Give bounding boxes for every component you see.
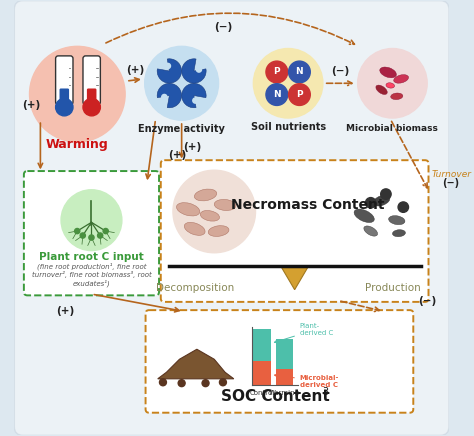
FancyBboxPatch shape (146, 310, 413, 413)
Text: SOC Content: SOC Content (221, 388, 329, 404)
Text: Microbial biomass: Microbial biomass (346, 124, 438, 133)
Text: Production: Production (365, 283, 420, 293)
Circle shape (253, 48, 323, 118)
Ellipse shape (194, 189, 217, 201)
Polygon shape (282, 268, 308, 290)
Text: (fine root production¹, fine root
turnover², fine root biomass³, root
exudates¹): (fine root production¹, fine root turnov… (32, 262, 151, 287)
Wedge shape (157, 83, 182, 108)
Circle shape (219, 379, 227, 386)
Text: (+): (+) (126, 65, 144, 75)
Circle shape (61, 190, 122, 251)
Bar (276, 339, 293, 369)
Bar (253, 329, 271, 361)
Ellipse shape (376, 85, 387, 95)
Ellipse shape (176, 203, 200, 216)
Ellipse shape (201, 211, 219, 221)
Circle shape (266, 84, 288, 106)
Circle shape (193, 98, 198, 103)
Text: Microbial-
derived C: Microbial- derived C (274, 374, 339, 388)
Circle shape (103, 228, 108, 234)
Text: Turnover: Turnover (431, 170, 472, 179)
Text: Warming: Warming (46, 138, 109, 150)
Bar (276, 369, 293, 385)
Circle shape (80, 233, 85, 238)
Text: Plant-
derived C: Plant- derived C (274, 323, 333, 343)
Ellipse shape (354, 209, 374, 222)
Circle shape (398, 202, 409, 212)
FancyBboxPatch shape (161, 160, 428, 302)
Ellipse shape (184, 222, 205, 235)
Circle shape (196, 67, 201, 72)
Wedge shape (182, 83, 206, 108)
FancyBboxPatch shape (55, 56, 73, 105)
Circle shape (266, 61, 288, 83)
Text: P: P (296, 90, 303, 99)
Text: (−): (−) (443, 178, 460, 188)
Text: N: N (296, 68, 303, 76)
Ellipse shape (394, 75, 409, 83)
Bar (253, 361, 271, 385)
Circle shape (365, 198, 376, 208)
Text: Control: Control (249, 390, 274, 396)
Text: (−): (−) (331, 66, 349, 76)
Text: Plant root C input: Plant root C input (39, 252, 144, 262)
Wedge shape (157, 59, 182, 83)
Wedge shape (182, 59, 206, 83)
Circle shape (173, 170, 255, 253)
Ellipse shape (380, 67, 396, 78)
Text: (+): (+) (56, 307, 74, 317)
Circle shape (145, 46, 219, 120)
Text: Decomposition: Decomposition (155, 283, 234, 293)
Text: Enzyme activity: Enzyme activity (138, 124, 225, 134)
Text: (−): (−) (418, 296, 437, 307)
Circle shape (165, 63, 171, 68)
FancyBboxPatch shape (24, 171, 159, 295)
Circle shape (202, 380, 209, 387)
FancyBboxPatch shape (83, 56, 100, 105)
Circle shape (89, 235, 94, 240)
Polygon shape (158, 349, 234, 379)
FancyBboxPatch shape (14, 1, 449, 435)
Circle shape (29, 46, 125, 142)
Circle shape (381, 189, 391, 199)
Text: (+): (+) (168, 150, 186, 160)
Circle shape (159, 379, 166, 386)
Text: (−): (−) (214, 22, 232, 32)
Circle shape (162, 95, 167, 100)
Text: Soil nutrients: Soil nutrients (251, 122, 326, 132)
Circle shape (83, 99, 100, 116)
Ellipse shape (386, 83, 394, 88)
Circle shape (289, 61, 310, 83)
Ellipse shape (391, 93, 403, 99)
Ellipse shape (392, 230, 405, 237)
Circle shape (358, 48, 427, 118)
Text: (+): (+) (23, 100, 41, 110)
FancyBboxPatch shape (60, 89, 69, 106)
Text: N: N (273, 90, 281, 99)
Ellipse shape (364, 226, 378, 236)
Ellipse shape (389, 216, 405, 225)
Ellipse shape (214, 199, 236, 211)
Circle shape (74, 228, 80, 234)
Text: P: P (273, 68, 280, 76)
Text: 3: 3 (322, 387, 328, 397)
Ellipse shape (208, 226, 229, 236)
Text: Warming: Warming (269, 390, 300, 396)
Ellipse shape (373, 195, 390, 206)
Text: Necromass Content: Necromass Content (231, 198, 384, 212)
Circle shape (178, 380, 185, 387)
Circle shape (55, 99, 73, 116)
Circle shape (98, 233, 103, 238)
FancyBboxPatch shape (87, 89, 96, 115)
Text: (+): (+) (183, 142, 201, 152)
Circle shape (289, 84, 310, 106)
